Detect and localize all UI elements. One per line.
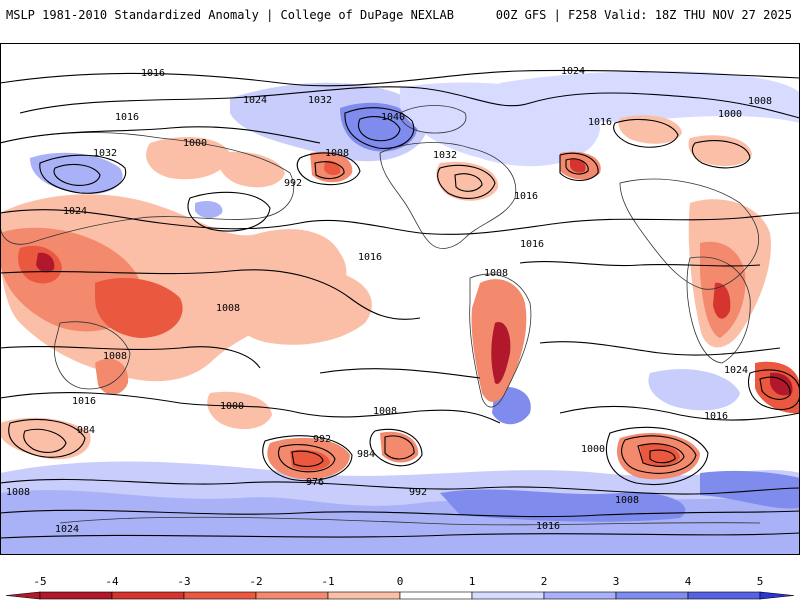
isobar-label: 1000 [718, 109, 742, 120]
coastlines [0, 105, 761, 526]
colorbar-arrow-left [5, 591, 41, 600]
isobar-label: 976 [306, 477, 324, 488]
isobar-label: 1024 [243, 95, 267, 106]
isobar-label: 1008 [103, 351, 127, 362]
chart-title: MSLP 1981-2010 Standardized Anomaly | Co… [6, 8, 454, 22]
isobar-label: 1016 [536, 521, 560, 532]
colorbar-swatch [327, 591, 401, 600]
isobar-label: 992 [284, 178, 302, 189]
isobar-label: 1008 [373, 406, 397, 417]
colorbar-swatch [183, 591, 257, 600]
isobar-label: 1016 [72, 396, 96, 407]
isobar-label: 1024 [561, 66, 585, 77]
isobar-label: 1024 [724, 365, 748, 376]
colorbar-tick-label: 4 [684, 575, 692, 588]
isobar-label: 1008 [325, 148, 349, 159]
model-run-info: 00Z GFS | F258 Valid: 18Z THU NOV 27 202… [495, 8, 792, 22]
isobar-label: 992 [313, 434, 331, 445]
negative-anomaly-regions [0, 115, 800, 480]
isobar-label: 1008 [216, 303, 240, 314]
isobar-labels: 1016 1024 1032 1040 1008 1000 992 984 97… [6, 66, 772, 535]
colorbar-tick-label: 1 [468, 575, 476, 588]
isobar-label: 1008 [748, 96, 772, 107]
isobar-label: 984 [77, 425, 95, 436]
isobar-label: 1016 [520, 239, 544, 250]
colorbar-tick-label: -4 [105, 575, 119, 588]
colorbar-tick-label: -2 [249, 575, 263, 588]
isobar-label: 1040 [381, 112, 405, 123]
isobar-label: 1000 [581, 444, 605, 455]
isobar-label: 1016 [115, 112, 139, 123]
colorbar-swatch [543, 591, 617, 600]
colorbar-swatch [399, 591, 473, 600]
colorbar-arrow-right [759, 591, 795, 600]
colorbar [5, 591, 795, 600]
colorbar-tick-label: -5 [33, 575, 47, 588]
isobar-label: 1016 [358, 252, 382, 263]
isobar-label: 1008 [615, 495, 639, 506]
colorbar-swatch [471, 591, 545, 600]
colorbar-swatches [5, 591, 795, 600]
colorbar-swatch [39, 591, 113, 600]
colorbar-swatch [111, 591, 185, 600]
colorbar-tick-label: 3 [612, 575, 620, 588]
colorbar-tick-label: 2 [540, 575, 548, 588]
colorbar-tick-label: -3 [177, 575, 191, 588]
positive-anomaly-regions [0, 71, 800, 555]
isobar-label: 1032 [433, 150, 457, 161]
isobar-label: 1032 [93, 148, 117, 159]
colorbar-swatch [255, 591, 329, 600]
isobar-label: 1016 [588, 117, 612, 128]
isobar-label: 1024 [55, 524, 79, 535]
isobar-label: 1008 [484, 268, 508, 279]
isobar-label: 1000 [183, 138, 207, 149]
isobar-label: 984 [357, 449, 375, 460]
isobar-lines [0, 69, 800, 539]
isobar-label: 1008 [6, 487, 30, 498]
colorbar-tick-label: 5 [756, 575, 764, 588]
isobar-label: 992 [409, 487, 427, 498]
colorbar-swatch [687, 591, 761, 600]
colorbar-tick-label: -1 [321, 575, 335, 588]
isobar-label: 1016 [141, 68, 165, 79]
isobar-label: 1000 [220, 401, 244, 412]
header-bar: MSLP 1981-2010 Standardized Anomaly | Co… [0, 0, 800, 30]
isobar-label: 1016 [704, 411, 728, 422]
colorbar-swatch [615, 591, 689, 600]
isobar-label: 1016 [514, 191, 538, 202]
isobar-label: 1024 [63, 206, 87, 217]
anomaly-map: 1016 1024 1032 1040 1008 1000 992 984 97… [0, 43, 800, 555]
isobar-label: 1032 [308, 95, 332, 106]
colorbar-tick-label: 0 [396, 575, 404, 588]
